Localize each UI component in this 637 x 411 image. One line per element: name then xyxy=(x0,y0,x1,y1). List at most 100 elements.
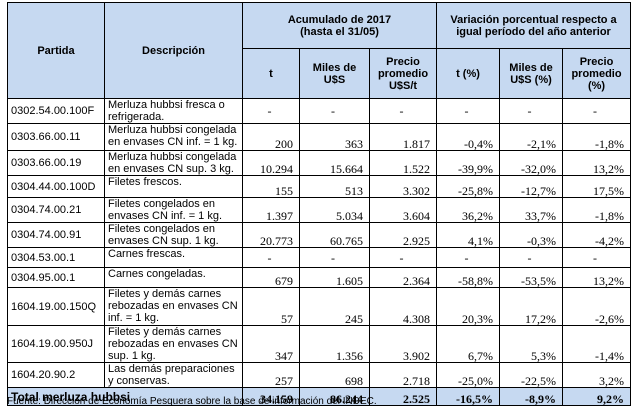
description-cell: Filetes frescos. xyxy=(104,175,243,198)
value-cell: - xyxy=(499,98,563,124)
value-cell: 36,2% xyxy=(436,197,500,223)
table-row: 1604.20.90.2 Las demás preparaciones y co… xyxy=(7,362,632,388)
description-cell: Carnes congeladas. xyxy=(104,267,243,288)
code-cell: 0303.66.00.11 xyxy=(7,123,105,151)
value-cell: 10.294 xyxy=(242,150,300,176)
value-cell: 57 xyxy=(242,287,300,326)
code-cell: 0302.54.00.100F xyxy=(7,98,105,124)
code-cell: 1604.20.90.2 xyxy=(7,362,105,388)
value-cell: 1.356 xyxy=(299,325,370,363)
source-note: Fuente: Dirección de Economía Pesquera s… xyxy=(7,396,377,407)
header-cell: Descripción xyxy=(104,2,243,99)
value-cell: -39,9% xyxy=(436,150,500,176)
value-cell: - xyxy=(499,247,563,268)
code-cell: 1604.19.00.950J xyxy=(7,325,105,363)
header-group: Acumulado de 2017 (hasta el 31/05) xyxy=(242,2,437,49)
table-row: 0303.66.00.19 Merluza hubbsi congelada en… xyxy=(7,150,632,176)
value-cell: - xyxy=(369,247,437,268)
value-cell: 3.604 xyxy=(369,197,437,223)
value-cell: 1.817 xyxy=(369,123,437,151)
value-cell: -32,0% xyxy=(499,150,563,176)
value-cell: - xyxy=(299,98,370,124)
value-cell: 17,2% xyxy=(499,287,563,326)
value-cell: 13,2% xyxy=(561,150,632,176)
value-cell: - xyxy=(436,247,500,268)
description-cell: Filetes congelados en envases CN inf. = … xyxy=(104,197,243,223)
description-cell: Filetes y demás carnes rebozadas en enva… xyxy=(104,287,243,326)
value-cell: 3.302 xyxy=(369,175,437,198)
table-wrap: Partida Descripción Acumulado de 2017 (h… xyxy=(7,2,632,406)
header-cell: Miles de U$S xyxy=(299,48,370,99)
value-cell: 5.034 xyxy=(299,197,370,223)
header-cell: Miles de U$S (%) xyxy=(499,48,563,99)
value-cell: -1,4% xyxy=(561,325,632,363)
description-cell: Merluza hubbsi congelada en envases CN s… xyxy=(104,150,243,176)
value-cell: -2,6% xyxy=(561,287,632,326)
description-cell: Carnes frescas. xyxy=(104,247,243,268)
value-cell: -1,8% xyxy=(561,197,632,223)
total-value: 34.159 xyxy=(242,387,300,406)
header-cell: Partida xyxy=(7,2,105,99)
header-cell: t (%) xyxy=(436,48,500,99)
description-cell: Filetes congelados en envases CN sup. 1 … xyxy=(104,222,243,248)
value-cell: 245 xyxy=(299,287,370,326)
table-row: 0304.53.00.1 Carnes frescas. - - - - - - xyxy=(7,247,632,268)
value-cell: 2.718 xyxy=(369,362,437,388)
header-cell: Precio promedio (%) xyxy=(561,48,632,99)
value-cell: - xyxy=(561,247,632,268)
value-cell: 6,7% xyxy=(436,325,500,363)
table-row: 0302.54.00.100F Merluza hubbsi fresca o r… xyxy=(7,98,632,124)
description-cell: Merluza hubbsi fresca o refrigerada. xyxy=(104,98,243,124)
value-cell: 257 xyxy=(242,362,300,388)
value-cell: - xyxy=(242,98,300,124)
value-cell: -4,2% xyxy=(561,222,632,248)
table-row: 0303.66.00.11 Merluza hubbsi congelada en… xyxy=(7,123,632,151)
code-cell: 0304.44.00.100D xyxy=(7,175,105,198)
value-cell: 513 xyxy=(299,175,370,198)
table-row: 1604.19.00.950J Filetes y demás carnes re… xyxy=(7,325,632,363)
value-cell: 20.773 xyxy=(242,222,300,248)
value-cell: -25,8% xyxy=(436,175,500,198)
description-cell: Filetes y demás carnes rebozadas en enva… xyxy=(104,325,243,363)
value-cell: 4,1% xyxy=(436,222,500,248)
value-cell: 363 xyxy=(299,123,370,151)
table-row: 0304.74.00.21 Filetes congelados en envas… xyxy=(7,197,632,223)
value-cell: 60.765 xyxy=(299,222,370,248)
value-cell: 155 xyxy=(242,175,300,198)
total-value: 2.525 xyxy=(369,387,437,406)
value-cell: 1.397 xyxy=(242,197,300,223)
table: Partida Descripción Acumulado de 2017 (h… xyxy=(7,2,632,406)
value-cell: -53,5% xyxy=(499,267,563,288)
value-cell: 1.522 xyxy=(369,150,437,176)
table-row: 0304.74.00.91 Filetes congelados en envas… xyxy=(7,222,632,248)
value-cell: 5,3% xyxy=(499,325,563,363)
code-cell: 0304.53.00.1 xyxy=(7,247,105,268)
value-cell: 2.925 xyxy=(369,222,437,248)
value-cell: -2,1% xyxy=(499,123,563,151)
code-cell: 0304.74.00.21 xyxy=(7,197,105,223)
value-cell: 33,7% xyxy=(499,197,563,223)
total-value: -8,9% xyxy=(499,387,563,406)
value-cell: - xyxy=(436,98,500,124)
header-cell: Precio promedio U$S/t xyxy=(369,48,437,99)
value-cell: -0,3% xyxy=(499,222,563,248)
value-cell: 13,2% xyxy=(561,267,632,288)
value-cell: 3.902 xyxy=(369,325,437,363)
code-cell: 0303.66.00.19 xyxy=(7,150,105,176)
value-cell: 3,2% xyxy=(561,362,632,388)
description-cell: Las demás preparaciones y conservas. xyxy=(104,362,243,388)
total-value: 9,2% xyxy=(561,387,632,406)
table-row: 1604.19.00.150Q Filetes y demás carnes re… xyxy=(7,287,632,326)
value-cell: - xyxy=(242,247,300,268)
header-cell: t xyxy=(242,48,300,99)
value-cell: 347 xyxy=(242,325,300,363)
value-cell: 679 xyxy=(242,267,300,288)
value-cell: -1,8% xyxy=(561,123,632,151)
total-row: Total merluza hubbsi 34.159 86.244 2.525 -16… xyxy=(7,387,632,406)
total-value: -16,5% xyxy=(436,387,500,406)
value-cell: - xyxy=(561,98,632,124)
value-cell: -12,7% xyxy=(499,175,563,198)
description-cell: Merluza hubbsi congelada en envases CN i… xyxy=(104,123,243,151)
value-cell: 200 xyxy=(242,123,300,151)
value-cell: -22,5% xyxy=(499,362,563,388)
